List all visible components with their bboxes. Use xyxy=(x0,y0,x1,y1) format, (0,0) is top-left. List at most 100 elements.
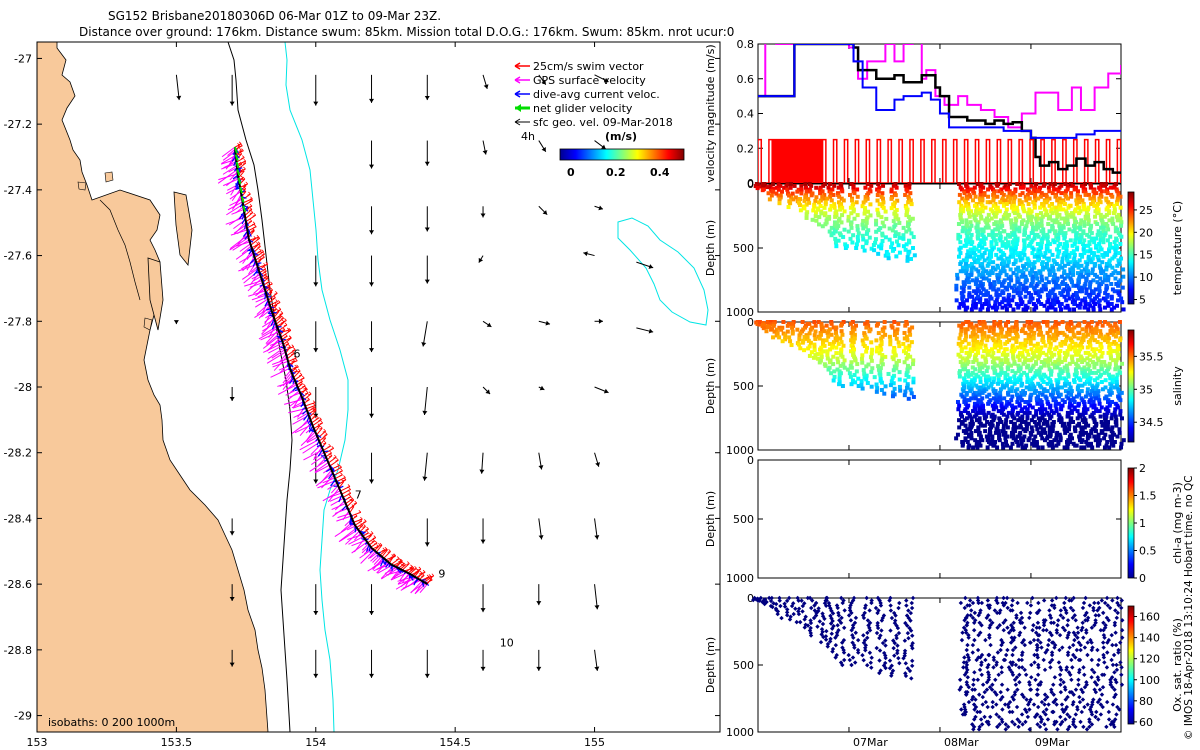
temperature-point xyxy=(1044,200,1049,205)
salinity-point xyxy=(1094,361,1099,366)
swim-vector xyxy=(348,502,358,511)
salinity-point xyxy=(1110,425,1115,430)
temperature-point xyxy=(1039,245,1044,250)
gps-vector xyxy=(302,441,320,454)
temperature-point xyxy=(1097,289,1102,294)
sfc-vector-head xyxy=(601,144,606,149)
temperature-point xyxy=(1040,214,1045,219)
temperature-point xyxy=(1082,223,1087,228)
temperature-point xyxy=(1098,231,1103,236)
temperature-point xyxy=(1001,203,1006,208)
salinity-point xyxy=(998,345,1003,350)
salinity-point xyxy=(834,334,839,339)
swim-vector-head xyxy=(294,368,298,373)
oxygen-point xyxy=(812,608,818,613)
oxygen-point xyxy=(818,640,824,645)
temperature-point xyxy=(1078,221,1083,226)
swim-vector-head xyxy=(298,372,303,377)
sfc-vector-head xyxy=(369,230,375,235)
salinity-point xyxy=(964,392,969,397)
temperature-point xyxy=(842,227,847,232)
salinity-point xyxy=(964,416,969,421)
oxygen-point xyxy=(880,640,886,646)
salinity-point xyxy=(834,351,839,356)
salinity-point xyxy=(978,345,983,350)
swim-vector-head xyxy=(287,344,291,349)
salinity-point xyxy=(962,367,967,372)
temperature-point xyxy=(766,185,771,190)
temperature-point xyxy=(855,224,860,229)
temperature-point xyxy=(1120,300,1125,305)
salinity-point xyxy=(1056,401,1061,406)
swim-vector-head xyxy=(322,435,326,440)
salinity-point xyxy=(981,372,986,377)
salinity-point xyxy=(838,363,843,368)
salinity-point xyxy=(996,332,1001,337)
temperature-point xyxy=(771,189,776,194)
swim-vector xyxy=(314,425,321,433)
temperature-point xyxy=(1027,207,1032,212)
temperature-point xyxy=(975,283,980,288)
velocity-ylabel: velocity magnitude (m/s) xyxy=(704,44,717,182)
swim-vector xyxy=(417,572,423,579)
temperature-point xyxy=(971,189,976,194)
salinity-point xyxy=(807,321,812,326)
gps-vector xyxy=(367,559,387,572)
salinity-point xyxy=(815,352,820,357)
salinity-point xyxy=(1048,358,1053,363)
swim-vector-head xyxy=(335,457,339,462)
salinity-point xyxy=(1000,429,1005,434)
temperature-point xyxy=(849,182,854,186)
swim-vector-head xyxy=(284,333,288,338)
salinity-point xyxy=(1100,336,1105,341)
salinity-point xyxy=(993,389,998,394)
salinity-point xyxy=(1103,378,1108,383)
temperature-point xyxy=(1011,254,1016,259)
salinity-point xyxy=(1103,418,1108,423)
salinity-point xyxy=(892,320,897,324)
temperature-point xyxy=(1034,220,1039,225)
temperature-point xyxy=(1042,303,1047,308)
temperature-point xyxy=(1014,241,1019,246)
swim-vector xyxy=(388,556,395,564)
gps-vector xyxy=(367,551,376,560)
temperature-point xyxy=(1002,229,1007,234)
temperature-point xyxy=(1015,209,1020,214)
temperature-point xyxy=(1121,307,1126,312)
temperature-point xyxy=(1096,300,1101,305)
salinity-point xyxy=(790,331,795,336)
temperature-point xyxy=(1116,298,1121,303)
temperature-point xyxy=(1084,287,1089,292)
temperature-point xyxy=(852,191,857,196)
temperature-point xyxy=(971,265,976,270)
salinity-point xyxy=(1066,390,1071,395)
swim-vector-head xyxy=(299,381,303,386)
salinity-point xyxy=(860,338,865,343)
oxygen-point xyxy=(813,613,819,618)
salinity-point xyxy=(1059,418,1064,423)
salinity-point xyxy=(1047,412,1052,417)
swim-vector-head xyxy=(312,403,316,407)
salinity-point xyxy=(963,363,968,368)
salinity-point xyxy=(1098,329,1103,334)
colorbar-tick-2: 0.4 xyxy=(650,166,670,179)
temperature-point xyxy=(957,192,962,197)
temperature-point xyxy=(829,198,834,203)
temperature-point xyxy=(890,228,895,233)
salinity-point xyxy=(1068,418,1073,423)
temperature-point xyxy=(1090,271,1095,276)
salinity-point xyxy=(1014,339,1019,344)
salinity-point xyxy=(1098,349,1103,354)
temperature-point xyxy=(1032,265,1037,270)
salinity-point xyxy=(1022,370,1027,375)
salinity-point xyxy=(985,419,990,424)
salinity-point xyxy=(847,371,852,376)
salinity-point xyxy=(1041,339,1046,344)
salinity-point xyxy=(879,336,884,341)
oxygen-point xyxy=(879,628,884,633)
salinity-point xyxy=(1111,358,1116,363)
salinity-point xyxy=(966,341,971,346)
salinity-point xyxy=(840,332,845,337)
salinity-point xyxy=(1072,407,1077,412)
